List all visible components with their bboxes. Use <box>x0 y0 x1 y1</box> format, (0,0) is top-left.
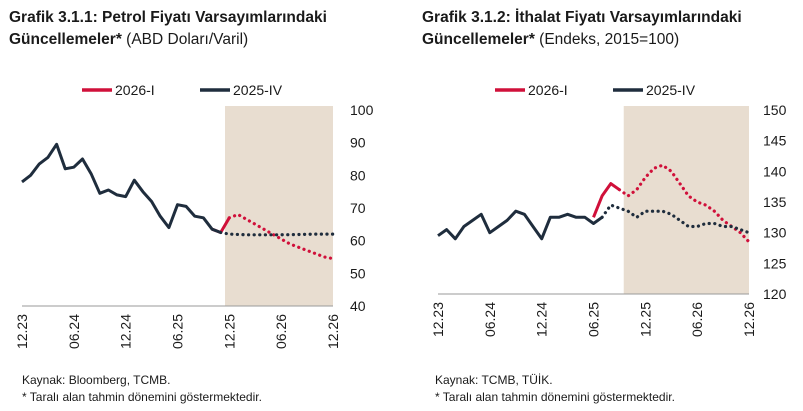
y-tick-label: 125 <box>763 255 787 271</box>
y-tick-label: 140 <box>763 163 787 179</box>
y-tick-label: 90 <box>350 135 366 151</box>
y-tick-label: 60 <box>350 233 366 249</box>
x-tick-label: 12.23 <box>430 302 446 337</box>
x-tick-label: 06.24 <box>66 314 82 349</box>
legend-label: 2026-I <box>528 82 568 98</box>
y-tick-label: 150 <box>763 102 787 118</box>
y-tick-label: 50 <box>350 265 366 281</box>
y-tick-label: 70 <box>350 200 366 216</box>
source-line: Kaynak: Bloomberg, TCMB. <box>22 373 171 387</box>
legend-label: 2025-IV <box>646 82 696 98</box>
chart-title-oil-bold: Grafik 3.1.1: Petrol Fiyatı Varsayımları… <box>9 9 327 48</box>
series-line-2026-i-forecast <box>227 212 335 261</box>
series-line-2025-iv <box>21 142 222 234</box>
x-tick-label: 06.25 <box>586 302 602 337</box>
series-line-2026-i <box>592 182 621 218</box>
x-tick-label: 12.25 <box>637 302 653 337</box>
y-tick-label: 120 <box>763 286 787 302</box>
source-line: Kaynak: TCMB, TÜİK. <box>435 373 553 387</box>
chart-title-import-bold: Grafik 3.1.2: İthalat Fiyatı Varsayımlar… <box>422 9 742 48</box>
series-line-2025-iv <box>437 209 603 241</box>
chart-title-import-unit: (Endeks, 2015=100) <box>539 31 680 48</box>
import-price-chart: 120 125 130 135 140 145 150 12.23 06.24 12.24 06.2… <box>430 82 787 337</box>
chart-source-import: Kaynak: TCMB, TÜİK. * Taralı alan tahmin… <box>435 372 675 406</box>
x-tick-label: 12.23 <box>14 314 30 349</box>
y-tick-label: 100 <box>350 102 374 118</box>
series-line-2025-iv-forecast <box>600 203 751 235</box>
x-tick-label: 06.25 <box>170 314 186 349</box>
y-tick-label: 80 <box>350 167 366 183</box>
x-tick-label: 12.24 <box>118 314 134 349</box>
chart-title-import: Grafik 3.1.2: İthalat Fiyatı Varsayımlar… <box>422 7 792 51</box>
chart-panel-import: Grafik 3.1.2: İthalat Fiyatı Varsayımlar… <box>413 0 803 411</box>
series-line-2026-i-forecast <box>617 163 751 244</box>
oil-price-chart: 40 50 60 70 80 90 100 12.23 06.24 12.24 06.25 12.25… <box>14 82 374 349</box>
forecast-shade <box>623 106 749 294</box>
y-tick-label: 130 <box>763 225 787 241</box>
note-line: * Taralı alan tahmin dönemini göstermekt… <box>22 390 262 404</box>
x-tick-label: 06.24 <box>482 302 498 337</box>
chart-source-oil: Kaynak: Bloomberg, TCMB. * Taralı alan t… <box>22 372 262 406</box>
y-tick-label: 40 <box>350 298 366 314</box>
chart-panel-oil: Grafik 3.1.1: Petrol Fiyatı Varsayımları… <box>0 0 390 411</box>
y-tick-label: 145 <box>763 133 787 149</box>
y-tick-label: 135 <box>763 194 787 210</box>
x-tick-label: 12.26 <box>325 314 341 349</box>
x-tick-label: 06.26 <box>689 302 705 337</box>
chart-title-oil: Grafik 3.1.1: Petrol Fiyatı Varsayımları… <box>9 7 379 51</box>
x-tick-label: 12.24 <box>534 302 550 337</box>
chart-title-oil-unit: (ABD Doları/Varil) <box>126 31 249 48</box>
legend-label: 2025-IV <box>233 82 283 98</box>
note-line: * Taralı alan tahmin dönemini göstermekt… <box>435 390 675 404</box>
legend-label: 2026-I <box>115 82 155 98</box>
x-tick-label: 12.26 <box>741 302 757 337</box>
series-line-2025-iv-forecast <box>219 230 335 237</box>
forecast-shade <box>225 106 333 306</box>
x-tick-label: 12.25 <box>221 314 237 349</box>
x-tick-label: 06.26 <box>273 314 289 349</box>
